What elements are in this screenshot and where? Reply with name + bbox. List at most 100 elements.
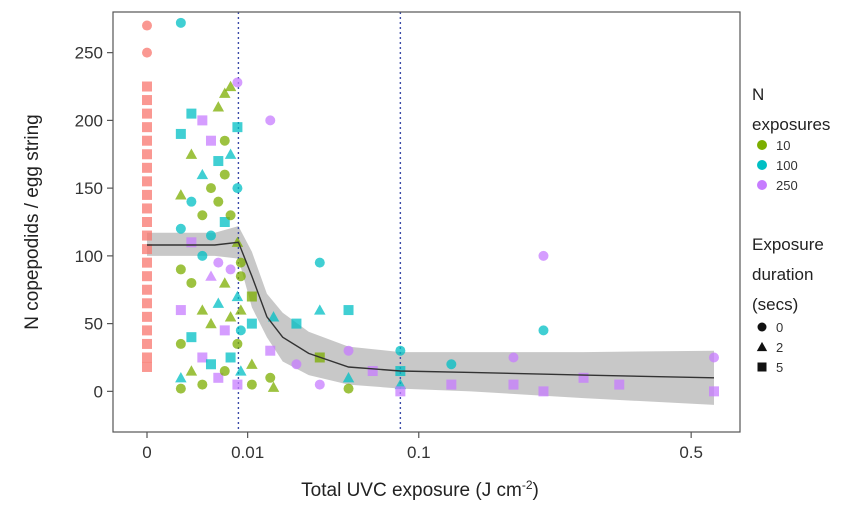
legend-shape-title-line2: duration <box>752 265 813 284</box>
data-point <box>344 305 354 315</box>
data-point <box>247 380 257 390</box>
data-point <box>220 170 230 180</box>
data-point <box>315 258 325 268</box>
data-point <box>265 373 275 383</box>
data-point <box>291 359 301 369</box>
data-point <box>213 197 223 207</box>
data-point <box>142 176 152 186</box>
y-tick-label: 200 <box>75 111 103 130</box>
data-point <box>142 149 152 159</box>
data-point <box>579 373 589 383</box>
data-point <box>709 386 719 396</box>
data-point <box>206 359 216 369</box>
legend-color-label: 250 <box>776 178 798 193</box>
data-point <box>226 264 236 274</box>
x-axis-title: Total UVC exposure (J cm-2) <box>301 478 539 501</box>
data-point <box>247 292 257 302</box>
legend-color-title-line2: exposures <box>752 115 830 134</box>
data-point <box>176 18 186 28</box>
x-tick-label: 0.5 <box>679 443 703 462</box>
data-point <box>226 210 236 220</box>
x-tick-label: 0 <box>142 443 151 462</box>
data-point <box>206 136 216 146</box>
data-point <box>142 95 152 105</box>
data-point <box>236 325 246 335</box>
data-point <box>142 136 152 146</box>
data-point <box>232 339 242 349</box>
legend-shape-label: 2 <box>776 340 783 355</box>
data-point <box>213 258 223 268</box>
legend-shape-key <box>758 323 767 332</box>
data-point <box>142 21 152 31</box>
data-point <box>538 251 548 261</box>
data-point <box>315 380 325 390</box>
data-point <box>538 325 548 335</box>
y-tick-label: 150 <box>75 179 103 198</box>
data-point <box>142 312 152 322</box>
data-point <box>614 380 624 390</box>
data-point <box>176 264 186 274</box>
data-point <box>446 359 456 369</box>
data-point <box>220 366 230 376</box>
data-point <box>232 380 242 390</box>
data-point <box>291 319 301 329</box>
legend-shape-key <box>758 363 767 372</box>
data-point <box>236 258 246 268</box>
data-point <box>247 319 257 329</box>
y-tick-label: 250 <box>75 44 103 63</box>
data-point <box>186 332 196 342</box>
legend-color-key <box>757 140 767 150</box>
legend-color-title-line1: N <box>752 85 764 104</box>
y-tick-label: 50 <box>84 315 103 334</box>
data-point <box>142 271 152 281</box>
data-point <box>206 183 216 193</box>
data-point <box>142 258 152 268</box>
x-tick-label: 0.1 <box>407 443 431 462</box>
data-point <box>176 305 186 315</box>
data-point <box>197 251 207 261</box>
data-point <box>226 352 236 362</box>
data-point <box>186 197 196 207</box>
data-point <box>220 325 230 335</box>
data-point <box>508 352 518 362</box>
legend-color-label: 100 <box>776 158 798 173</box>
data-point <box>186 237 196 247</box>
data-point <box>142 163 152 173</box>
data-point <box>395 386 405 396</box>
legend-shape-title-line3: (secs) <box>752 295 798 314</box>
data-point <box>197 210 207 220</box>
data-point <box>142 285 152 295</box>
data-point <box>709 352 719 362</box>
data-point <box>538 386 548 396</box>
data-point <box>197 115 207 125</box>
x-axis-title-main: Total UVC exposure (J cm <box>301 480 522 501</box>
data-point <box>142 217 152 227</box>
legend-shape-title-line1: Exposure <box>752 235 824 254</box>
data-point <box>197 352 207 362</box>
data-point <box>142 339 152 349</box>
data-point <box>176 384 186 394</box>
data-point <box>395 346 405 356</box>
legend-color-key <box>757 180 767 190</box>
x-tick-label: 0.01 <box>231 443 264 462</box>
data-point <box>213 156 223 166</box>
data-point <box>142 203 152 213</box>
data-point <box>142 190 152 200</box>
data-point <box>265 346 275 356</box>
data-point <box>220 136 230 146</box>
data-point <box>344 346 354 356</box>
data-point <box>142 362 152 372</box>
data-point <box>232 183 242 193</box>
data-point <box>142 109 152 119</box>
data-point <box>142 325 152 335</box>
data-point <box>142 298 152 308</box>
x-axis-title-close: ) <box>533 480 539 501</box>
data-point <box>142 122 152 132</box>
data-point <box>232 77 242 87</box>
y-tick-label: 100 <box>75 247 103 266</box>
data-point <box>508 380 518 390</box>
data-point <box>232 122 242 132</box>
data-point <box>197 380 207 390</box>
